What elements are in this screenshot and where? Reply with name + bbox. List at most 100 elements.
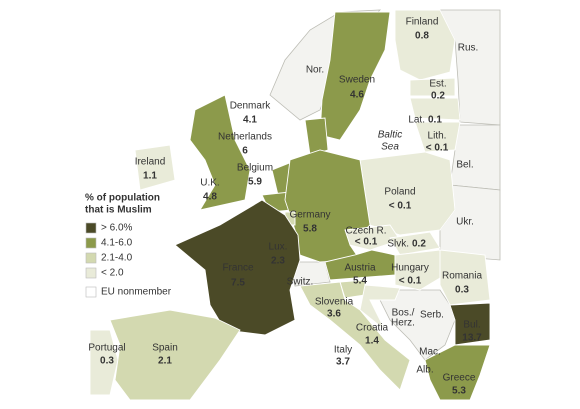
country-name: U.K.	[200, 178, 219, 189]
nonmember-label: Ukr.	[456, 217, 474, 228]
country-name: Lith.	[428, 131, 447, 142]
country-name: Finland	[406, 17, 439, 28]
country-value: 5.3	[452, 386, 466, 397]
country-name: Bul.	[463, 320, 480, 331]
country-value: 5.9	[248, 177, 262, 188]
country	[409, 77, 456, 97]
nonmember-label: Mac.	[419, 347, 441, 358]
country	[389, 231, 441, 256]
country-value: 2.3	[271, 256, 285, 267]
country	[344, 224, 401, 251]
country-value: 4.8	[203, 192, 217, 203]
countries	[89, 9, 491, 401]
legend-swatch	[85, 222, 97, 234]
country-name: Italy	[334, 345, 352, 356]
legend-title: % of population	[85, 193, 160, 204]
nonmember-label: Herz.	[391, 318, 415, 329]
country	[89, 329, 119, 396]
country-name: Ireland	[135, 157, 166, 168]
country	[134, 144, 176, 191]
country-value: 0.2	[412, 239, 426, 250]
legend-label: 2.1-4.0	[101, 253, 133, 264]
country	[394, 9, 456, 81]
country	[299, 281, 411, 391]
legend-label: 4.1-6.0	[101, 238, 133, 249]
country	[189, 94, 251, 211]
legend-swatch	[85, 267, 97, 279]
country-name: Romania	[442, 271, 482, 282]
country-value: 13.7	[462, 333, 482, 344]
country	[439, 249, 491, 306]
nonmember-label: Bos./	[392, 308, 415, 319]
country-value: 3.6	[327, 309, 341, 320]
country-value: 2.1	[158, 356, 172, 367]
country	[109, 309, 241, 401]
country-name: Slovenia	[315, 297, 354, 308]
country	[409, 97, 461, 121]
country-name: Denmark	[230, 101, 272, 112]
country-value: 5.8	[303, 224, 317, 235]
country-value: 3.7	[336, 357, 350, 368]
country	[394, 249, 451, 291]
country	[414, 121, 461, 153]
country-name: Germany	[289, 210, 330, 221]
country-name: Netherlands	[218, 132, 272, 143]
legend-label: EU nonmember	[101, 287, 172, 298]
nonmember-land	[269, 9, 501, 361]
country-value: 6	[242, 146, 248, 157]
country-value: 0.2	[431, 91, 445, 102]
country-value: < 0.1	[399, 276, 422, 287]
nonmember-label: Rus.	[458, 43, 479, 54]
country-value: 7.5	[231, 278, 245, 289]
country-name: Portugal	[88, 343, 125, 354]
country-name: Lat.	[408, 115, 425, 126]
country-value: 0.8	[415, 31, 429, 42]
country-name: Slvk.	[387, 239, 409, 250]
country-name: Hungary	[391, 263, 429, 274]
country-value: 1.1	[143, 171, 157, 182]
country-value: 0.3	[455, 285, 469, 296]
nonmember-label: Alb.	[416, 365, 433, 376]
country-name: Poland	[384, 187, 415, 198]
country-name: Belgium	[237, 163, 273, 174]
country-value: < 0.1	[355, 237, 378, 248]
nonmember-label: Serb.	[420, 310, 444, 321]
legend-swatch	[85, 237, 97, 249]
country-name: Spain	[152, 343, 178, 354]
nonmember-label: Nor.	[306, 65, 324, 76]
country	[449, 302, 491, 346]
country-value: 5.4	[353, 276, 367, 287]
legend-swatch	[85, 286, 97, 298]
nonmember-label: Switz.	[287, 277, 314, 288]
country-value: < 0.1	[389, 201, 412, 212]
country-value: 4.6	[350, 90, 364, 101]
country	[424, 344, 491, 401]
balkans	[379, 289, 456, 361]
country-name: Austria	[344, 263, 376, 274]
legend-title: that is Muslim	[85, 205, 152, 216]
country-name: Sweden	[339, 75, 375, 86]
country	[174, 199, 301, 336]
country-name: Croatia	[356, 323, 389, 334]
country-name: Czech R.	[345, 226, 386, 237]
country	[304, 117, 329, 156]
country-value: 4.1	[243, 115, 257, 126]
sea-label: Baltic	[378, 130, 402, 141]
country-name: France	[222, 263, 254, 274]
legend-label: < 2.0	[101, 268, 124, 279]
sea-label: Sea	[381, 142, 399, 153]
country-value: < 0.1	[426, 143, 449, 154]
country-name: Greece	[443, 373, 476, 384]
country-value: 0.1	[428, 115, 442, 126]
country-name: Est.	[429, 79, 446, 90]
nonmember-label: Bel.	[456, 160, 473, 171]
legend-label: > 6.0%	[101, 223, 133, 234]
country	[319, 11, 391, 141]
country-name: Lux.	[269, 242, 288, 253]
legend-swatch	[85, 252, 97, 264]
country-value: 0.3	[100, 356, 114, 367]
country-value: 1.4	[365, 336, 379, 347]
